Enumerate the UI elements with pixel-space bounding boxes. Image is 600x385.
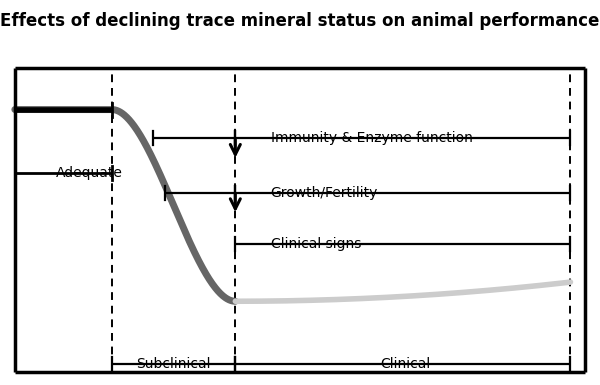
Text: Adequate: Adequate — [56, 166, 123, 181]
Text: Subclinical: Subclinical — [136, 357, 211, 371]
Text: Clinical: Clinical — [381, 357, 431, 371]
Text: Clinical signs: Clinical signs — [271, 237, 361, 251]
Text: Effects of declining trace mineral status on animal performance: Effects of declining trace mineral statu… — [1, 12, 599, 30]
Text: Immunity & Enzyme function: Immunity & Enzyme function — [271, 131, 472, 145]
Text: Growth/Fertility: Growth/Fertility — [271, 186, 378, 199]
